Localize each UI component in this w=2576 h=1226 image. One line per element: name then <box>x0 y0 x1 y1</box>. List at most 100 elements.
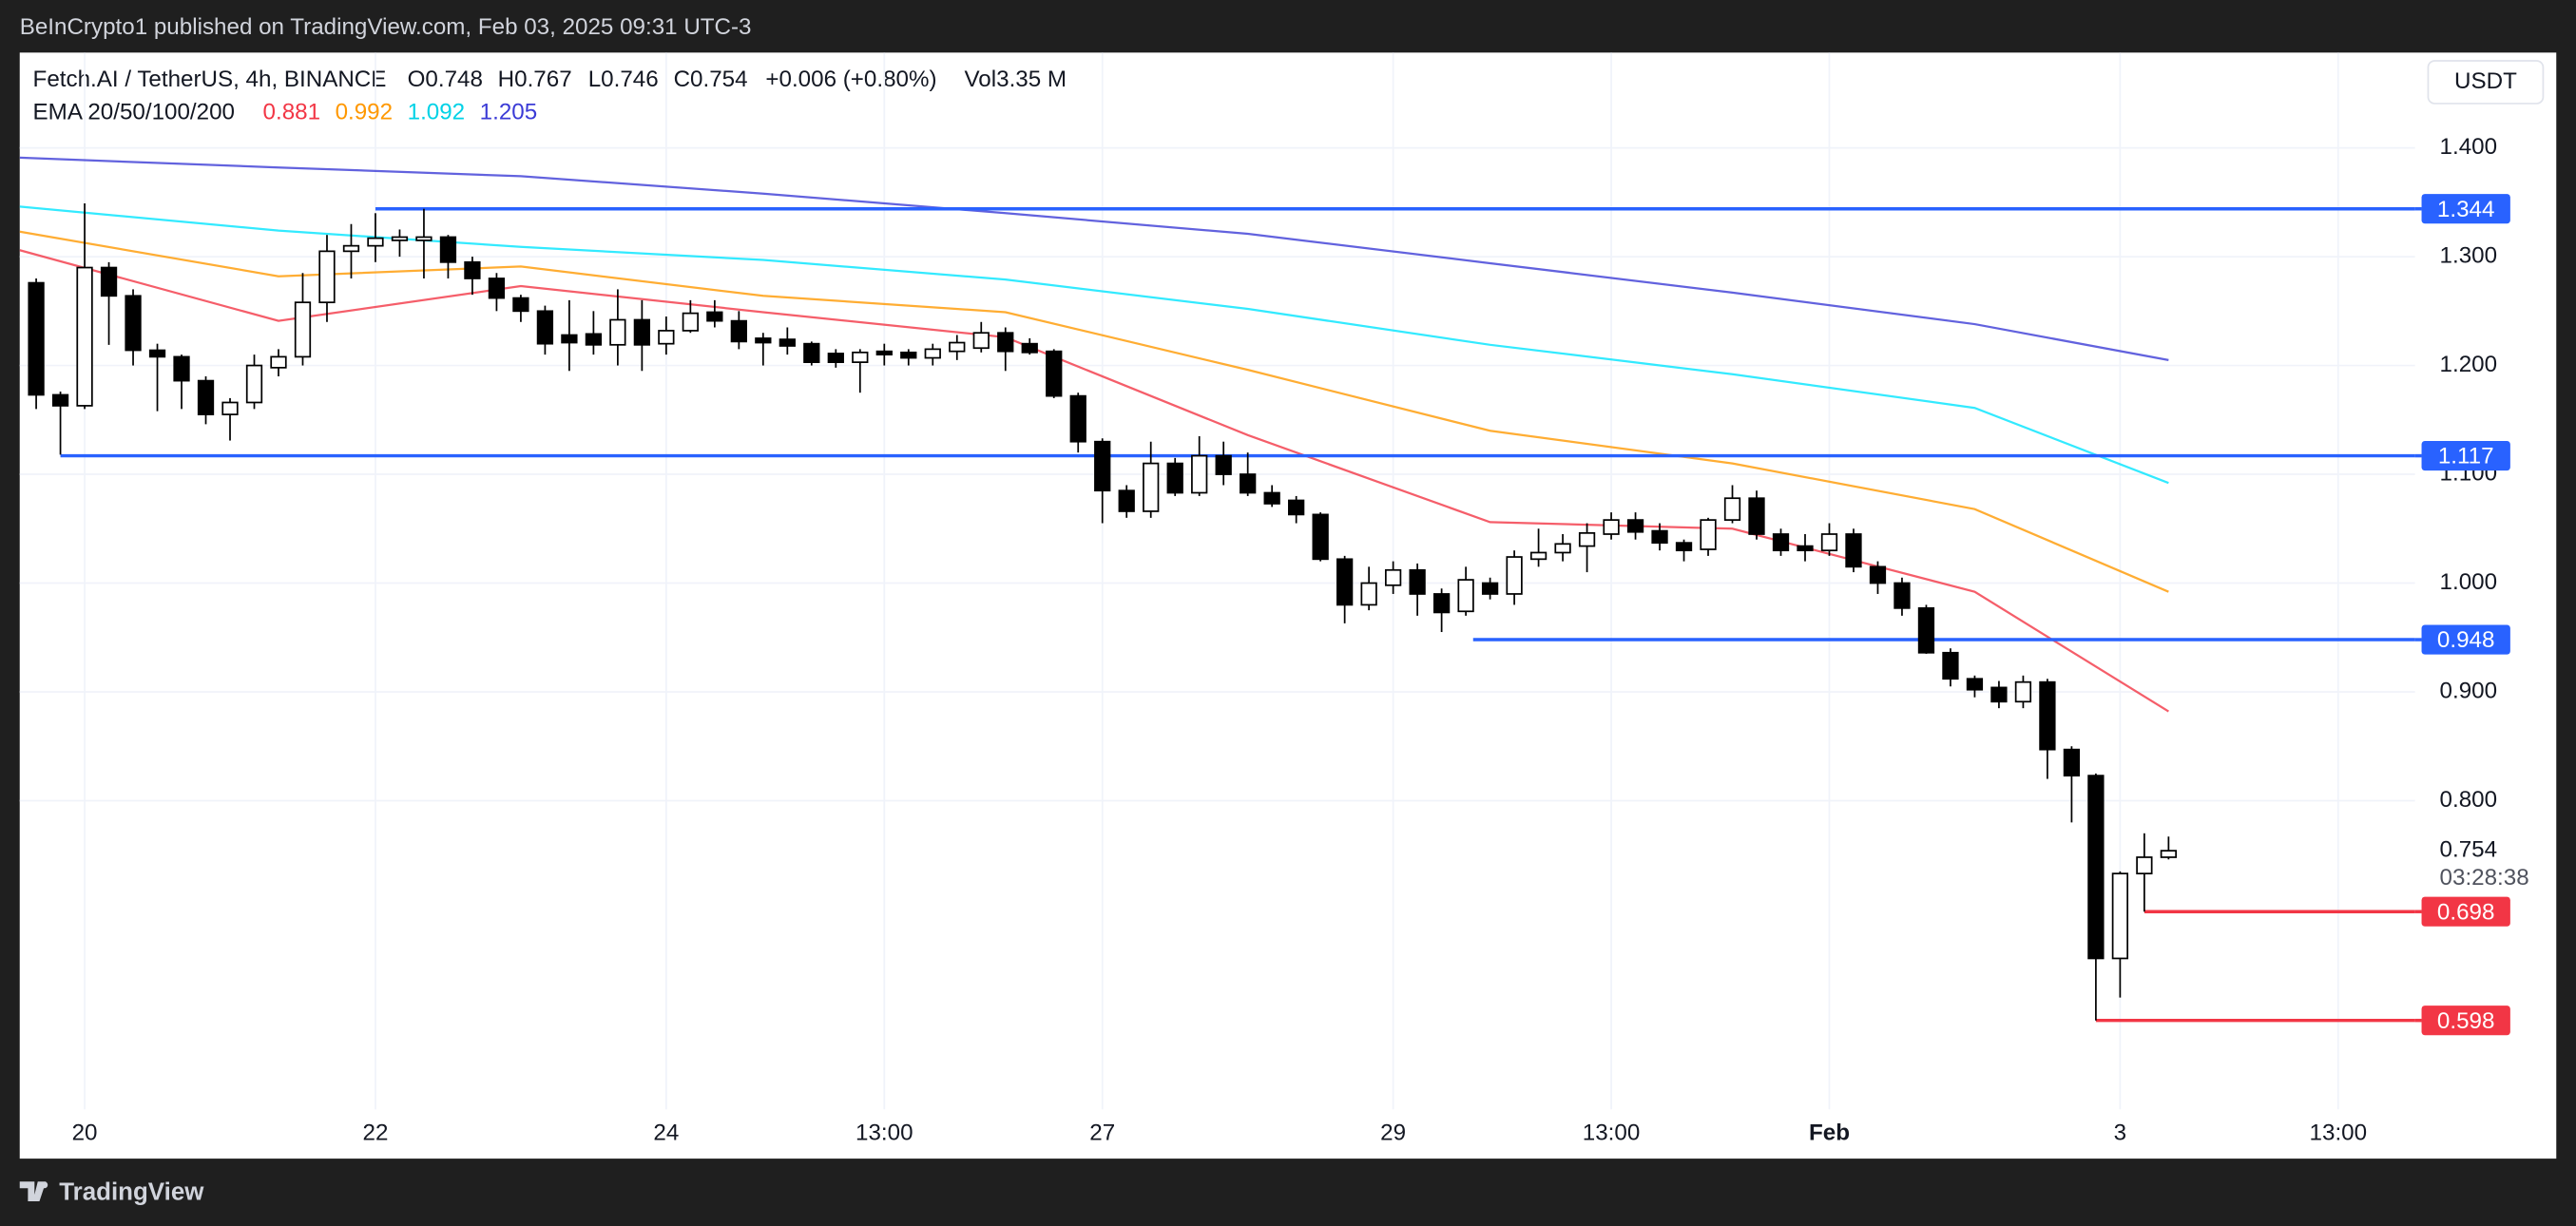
candle-body <box>439 236 457 263</box>
candle-body <box>682 312 700 332</box>
level-label-box <box>2421 441 2510 471</box>
candle-body <box>1240 473 1257 494</box>
candle-body <box>173 355 190 382</box>
ema-line <box>19 156 2169 361</box>
level-label: 0.698 <box>2437 899 2495 925</box>
y-tick-label: 1.000 <box>2440 569 2498 595</box>
candle-body <box>1675 542 1693 552</box>
ema-value: 0.992 <box>336 100 394 125</box>
candle-body <box>1700 519 1717 550</box>
currency-button[interactable] <box>2427 60 2545 105</box>
candle-body <box>1894 582 1911 609</box>
candle-body <box>1578 531 1596 547</box>
footer-logo <box>19 1181 48 1202</box>
candle-body <box>1603 519 1620 535</box>
candle-body <box>1432 593 1451 614</box>
candle-body <box>100 266 118 297</box>
candle-body <box>1263 491 1280 505</box>
candle-body <box>1118 489 1135 512</box>
plot <box>19 156 2415 1023</box>
ema-value: 1.092 <box>408 100 466 125</box>
candle-body <box>972 332 990 350</box>
candle-body <box>1651 529 1668 545</box>
candle-body <box>997 332 1014 353</box>
level-label-box <box>2421 896 2510 927</box>
level-label: 0.948 <box>2437 627 2495 653</box>
candle-body <box>1312 513 1329 561</box>
candle-body <box>1409 568 1426 595</box>
candle-body <box>294 301 312 358</box>
candle-body <box>730 319 747 343</box>
currency[interactable]: USDT <box>2454 68 2517 94</box>
chart-area <box>19 52 2557 1159</box>
candle-body <box>633 318 651 346</box>
candle-body <box>536 310 554 345</box>
ohlc-low: L0.746 <box>588 67 659 92</box>
candle-body <box>1143 462 1160 512</box>
level-label-box <box>2421 624 2510 655</box>
candle-body <box>755 337 772 344</box>
candle-body <box>221 401 239 415</box>
candle-body <box>1966 678 1984 691</box>
ohlc-open: O0.748 <box>408 67 483 92</box>
x-tick-label: 13:00 <box>2310 1121 2368 1146</box>
level-label: 0.598 <box>2437 1008 2495 1034</box>
candle-body <box>1529 551 1548 561</box>
candle-body <box>2039 680 2056 751</box>
candle-body <box>803 342 820 363</box>
candle-body <box>875 350 893 355</box>
x-tick-label: Feb <box>1809 1121 1850 1146</box>
candle-body <box>561 334 578 344</box>
candle-body <box>367 237 384 247</box>
ema-value: 1.205 <box>480 100 538 125</box>
countdown: 03:28:38 <box>2440 865 2529 891</box>
candle-body <box>1094 440 1111 492</box>
candle-body <box>827 353 844 363</box>
candle-body <box>1166 462 1183 494</box>
candle-body <box>415 236 433 241</box>
candle-body <box>1384 568 1402 586</box>
level-label-box <box>2421 194 2510 224</box>
candle-body <box>1820 533 1838 552</box>
x-tick-label: 13:00 <box>855 1121 913 1146</box>
level-label-box <box>2421 1006 2510 1036</box>
candle-body <box>1772 533 1790 552</box>
candle-body <box>318 250 336 304</box>
candle-body <box>1917 606 1935 654</box>
symbol: Fetch.AI / TetherUS, 4h, BINANCE <box>33 67 387 92</box>
candle-body <box>197 379 215 415</box>
candle-body <box>28 281 45 396</box>
candle-body <box>2111 872 2129 960</box>
candle-body <box>148 349 166 358</box>
candle-body <box>1046 350 1063 397</box>
volume: Vol3.35 M <box>965 67 1067 92</box>
published-note: BeInCrypto1 published on TradingView.com… <box>20 14 752 40</box>
candle-body <box>1215 454 1232 475</box>
candle-body <box>1069 394 1086 443</box>
x-tick-label: 24 <box>653 1121 679 1146</box>
y-tick-label: 1.200 <box>2440 352 2498 377</box>
candle-body <box>2160 850 2178 858</box>
candle-body <box>512 297 529 313</box>
candle-body <box>1360 582 1377 606</box>
candle-body <box>1723 497 1741 521</box>
grid <box>19 52 2415 1110</box>
candle-body <box>488 278 506 299</box>
y-tick-label: 1.400 <box>2440 134 2498 160</box>
candle-body <box>1336 558 1354 606</box>
candle-body <box>2063 748 2081 776</box>
candle-body <box>1748 497 1765 535</box>
ema-label: EMA 20/50/100/200 <box>33 100 235 125</box>
candle-body <box>949 341 966 353</box>
x-tick-label: 29 <box>1380 1121 1406 1146</box>
candle-body <box>1869 565 1887 584</box>
last-price: 0.754 <box>2440 837 2498 863</box>
x-tick-label: 27 <box>1089 1121 1115 1146</box>
candle-body <box>1990 686 2008 703</box>
level-label: 1.117 <box>2438 444 2494 469</box>
candle-body <box>1288 499 1305 516</box>
candle-body <box>2014 680 2032 703</box>
